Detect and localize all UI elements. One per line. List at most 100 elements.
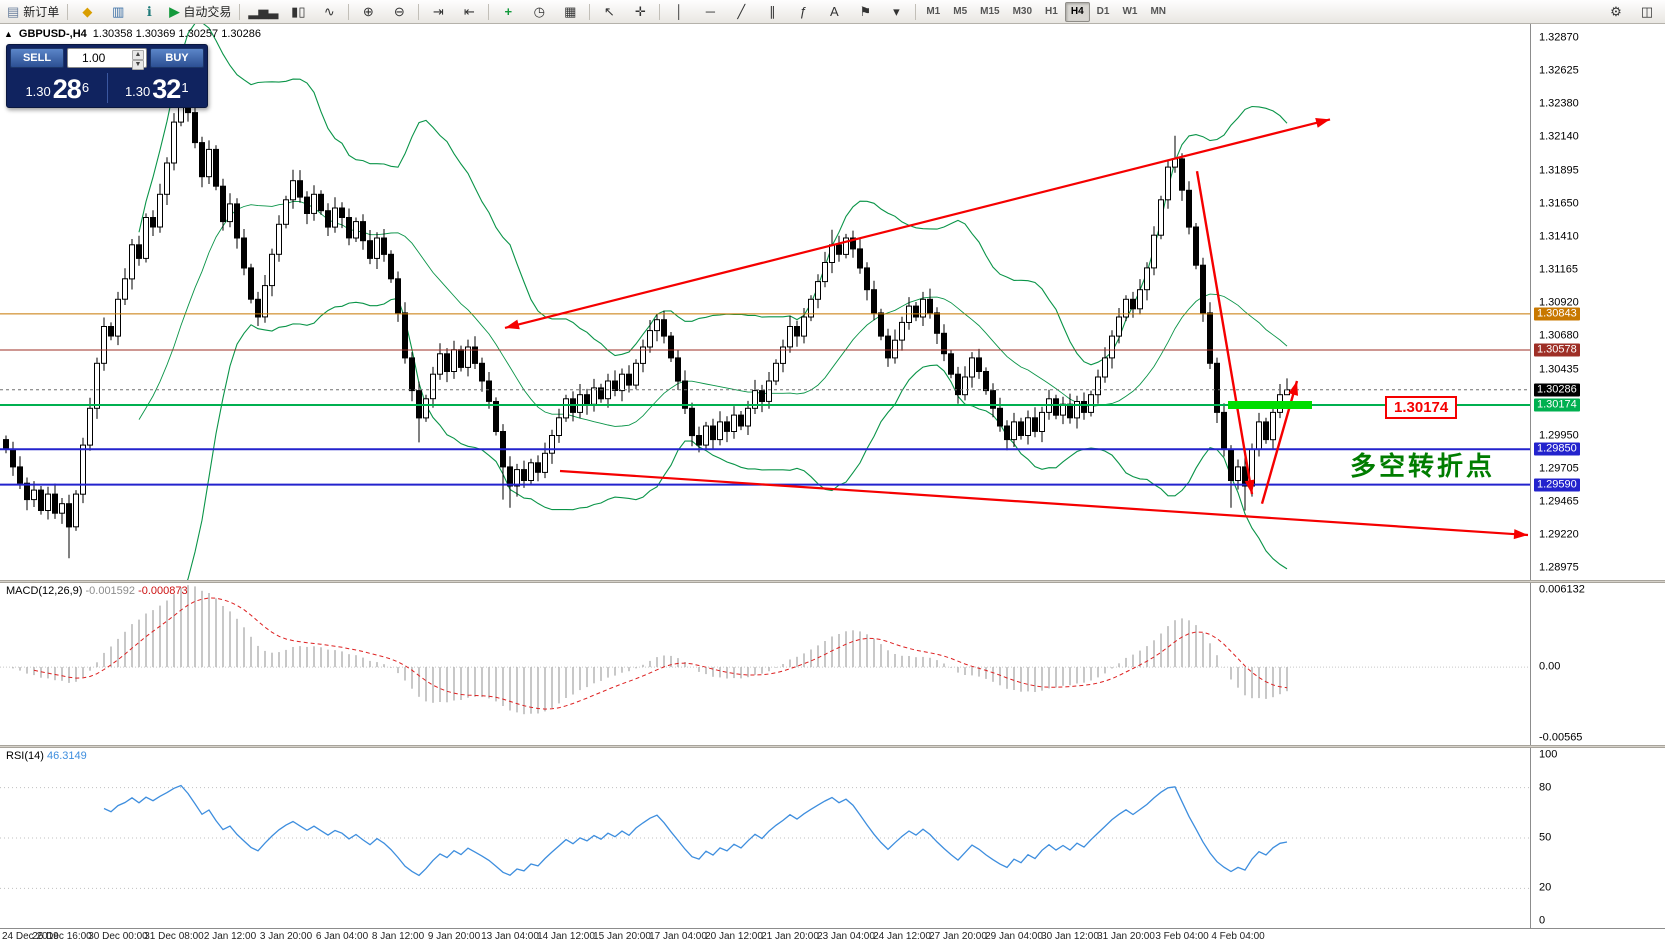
- text-tool-icon-button[interactable]: A: [819, 1, 849, 23]
- volume-spinner[interactable]: ▲ ▼: [132, 50, 144, 70]
- time-axis-label: 8 Jan 12:00: [371, 931, 425, 942]
- timeframe-button-m5[interactable]: M5: [953, 6, 968, 17]
- toolbar-separator: [348, 3, 350, 20]
- auto-trading-button[interactable]: ▶ 自动交易: [165, 1, 235, 23]
- chart-shift-icon-button[interactable]: ⇤: [454, 1, 484, 23]
- timeframe-button-m1[interactable]: M1: [926, 6, 941, 17]
- vertical-line-icon-button[interactable]: │: [664, 1, 694, 23]
- spinner-down-icon[interactable]: ▼: [132, 60, 144, 70]
- annotation-drawings[interactable]: [504, 118, 1529, 540]
- spinner-up-icon[interactable]: ▲: [132, 50, 144, 60]
- channel-icon-button[interactable]: ∥: [757, 1, 787, 23]
- window-layout-icon-button[interactable]: ◫: [1632, 1, 1662, 23]
- charts-window-icon-button[interactable]: ▥: [103, 1, 133, 23]
- auto-scroll-icon-button[interactable]: ⇥: [423, 1, 453, 23]
- line-chart-icon-button[interactable]: ∿: [314, 1, 344, 23]
- macd-scale-label: -0.00565: [1539, 731, 1583, 744]
- label-tool-icon-glyph: ⚑: [859, 4, 872, 19]
- metaquotes-icon-button[interactable]: ◆: [72, 1, 102, 23]
- volume-input[interactable]: 1.00 ▲ ▼: [67, 48, 147, 70]
- toolbar-separator: [418, 3, 420, 20]
- settings-icon-glyph: ⚙: [1610, 4, 1622, 19]
- macd-panel[interactable]: MACD(12,26,9) -0.001592 -0.000873: [0, 583, 1530, 745]
- time-axis-label: 24 Dec 2019: [2, 931, 59, 942]
- cursor-icon-button[interactable]: ↖: [594, 1, 624, 23]
- label-tool-icon-button[interactable]: ⚑: [850, 1, 880, 23]
- macd-scale-label: 0.00: [1539, 660, 1561, 673]
- rsi-scale[interactable]: 100 80 50 20 0: [1530, 748, 1665, 928]
- zoom-in-icon-button[interactable]: ⊕: [353, 1, 383, 23]
- sell-button[interactable]: SELL: [10, 48, 64, 68]
- candlestick-chart-icon-glyph: ▮▯: [291, 4, 306, 19]
- crosshair-icon-button[interactable]: ✛: [625, 1, 655, 23]
- time-axis-label: 29 Jan 04:00: [985, 931, 1043, 942]
- rsi-name: RSI(14): [6, 750, 44, 762]
- sell-price-point: 6: [81, 80, 90, 95]
- timeframe-button-w1[interactable]: W1: [1122, 6, 1138, 17]
- toolbar-separator: [488, 3, 490, 20]
- time-axis-label: 14 Jan 12:00: [537, 931, 595, 942]
- symbol-name: GBPUSD-,H4: [18, 28, 87, 40]
- trendline-icon-glyph: ╱: [737, 4, 746, 19]
- price-scale[interactable]: 1.32870 1.32625 1.32380 1.32140 1.31895 1.316…: [1530, 24, 1665, 580]
- price-scale-label: 1.31895: [1539, 164, 1579, 176]
- turning-point-text[interactable]: 多空转折点: [1350, 451, 1496, 481]
- panel-splitter[interactable]: [0, 745, 1665, 748]
- buy-price-prefix: 1.30: [124, 84, 151, 99]
- templates-icon-glyph: ▦: [564, 4, 577, 19]
- price-annotation-label[interactable]: 1.30174: [1385, 396, 1458, 419]
- price-chart-panel[interactable]: ▲ GBPUSD-,H4 1.30358 1.30369 1.30257 1.3…: [0, 24, 1530, 580]
- timeframe-button-m30[interactable]: M30: [1012, 6, 1033, 17]
- panel-splitter[interactable]: [0, 580, 1665, 583]
- timeframe-button-h4[interactable]: H4: [1064, 1, 1090, 22]
- main-toolbar: ▤ 新订单 ◆ ▥ ℹ ▶ 自动交易 ▂▅▃ ▮▯ ∿ ⊕ ⊖ ⇥ ⇤ + ◷ ▦ ↖ ✛ │ ─ ╱ ∥ ƒ A ⚑ ▾ M1 M5 M…: [0, 0, 1665, 24]
- time-axis-label: 9 Jan 20:00: [427, 931, 481, 942]
- info-icon-button[interactable]: ℹ: [134, 1, 164, 23]
- toolbar-separator: [915, 3, 917, 20]
- buy-price-button[interactable]: 1.30 32 1: [110, 71, 205, 105]
- periods-icon-button[interactable]: ◷: [524, 1, 554, 23]
- sell-price-prefix: 1.30: [25, 84, 51, 99]
- zoom-out-icon-button[interactable]: ⊖: [384, 1, 414, 23]
- price-scale-label: 1.30435: [1539, 363, 1579, 375]
- indicators-icon-button[interactable]: +: [493, 1, 523, 23]
- time-axis-label: 3 Jan 20:00: [259, 931, 313, 942]
- new-order-button[interactable]: ▤ 新订单: [3, 1, 63, 23]
- collapse-trade-panel-icon[interactable]: ▲: [4, 29, 13, 39]
- timeframe-button-m15[interactable]: M15: [980, 6, 1000, 17]
- time-axis-label: 31 Jan 20:00: [1097, 931, 1155, 942]
- macd-scale[interactable]: 0.006132 0.00 -0.00565: [1530, 583, 1665, 745]
- price-scale-label: 1.29705: [1539, 462, 1579, 475]
- horizontal-line-icon-button[interactable]: ─: [695, 1, 725, 23]
- price-chart-canvas[interactable]: [0, 24, 1530, 580]
- time-axis-label: 4 Feb 04:00: [1211, 931, 1265, 942]
- macd-signal-value: -0.000873: [138, 585, 188, 597]
- templates-icon-button[interactable]: ▦: [555, 1, 585, 23]
- arrows-tool-icon-button[interactable]: ▾: [881, 1, 911, 23]
- fibonacci-icon-button[interactable]: ƒ: [788, 1, 818, 23]
- timeframe-button-mn[interactable]: MN: [1150, 6, 1166, 17]
- price-scale-marker: 1.30174: [1534, 398, 1580, 412]
- candlestick-chart-icon-button[interactable]: ▮▯: [283, 1, 313, 23]
- price-scale-label: 1.30920: [1539, 296, 1579, 309]
- macd-histogram: [12, 585, 1288, 715]
- timeframe-button-d1[interactable]: D1: [1096, 6, 1110, 17]
- toolbar-separator: [67, 3, 69, 20]
- time-axis-label: 13 Jan 04:00: [481, 931, 539, 942]
- buy-button[interactable]: BUY: [150, 48, 204, 68]
- trendline-icon-button[interactable]: ╱: [726, 1, 756, 23]
- volume-value: 1.00: [82, 51, 106, 65]
- rsi-panel[interactable]: RSI(14) 46.3149: [0, 748, 1530, 928]
- timeframe-button-h1[interactable]: H1: [1045, 6, 1058, 17]
- price-scale-label: 1.29220: [1539, 528, 1579, 541]
- indicators-icon-glyph: +: [504, 4, 513, 19]
- macd-signal-line: [33, 597, 1288, 710]
- sell-price-button[interactable]: 1.30 28 6: [10, 71, 105, 105]
- time-axis[interactable]: 24 Dec 2019 26 Dec 16:00 30 Dec 00:00 31 De…: [0, 928, 1665, 946]
- time-axis-label: 21 Jan 20:00: [761, 931, 819, 942]
- bar-chart-icon-button[interactable]: ▂▅▃: [244, 1, 282, 23]
- macd-main-value: -0.001592: [85, 585, 136, 597]
- zoom-in-icon-glyph: ⊕: [362, 4, 374, 19]
- price-scale-label: 1.32140: [1539, 130, 1579, 143]
- settings-icon-button[interactable]: ⚙: [1601, 1, 1631, 23]
